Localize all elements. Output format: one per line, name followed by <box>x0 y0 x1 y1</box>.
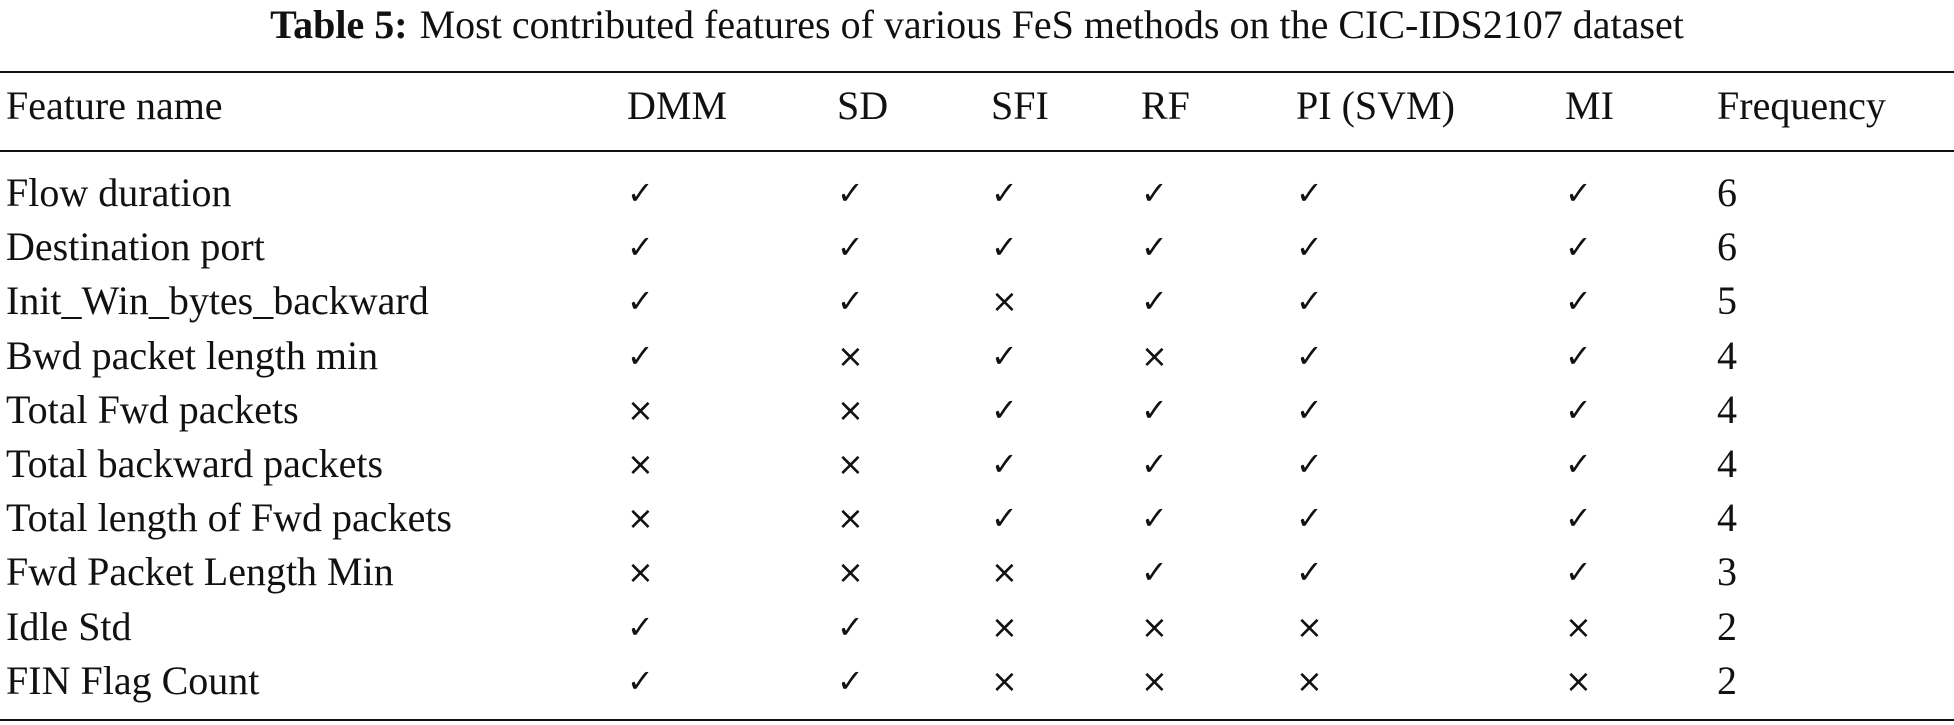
selection-mark: ✓ <box>627 661 654 700</box>
frequency: 5 <box>1717 278 1737 324</box>
caption-label: Table 5: <box>270 2 408 47</box>
selection-mark: × <box>627 445 654 483</box>
selection-mark: ✓ <box>1565 390 1592 429</box>
selection-mark: ✓ <box>837 228 864 267</box>
feature-name: Total backward packets <box>6 441 384 486</box>
header-cell: Frequency <box>1717 83 1886 128</box>
selection-mark: ✓ <box>1141 228 1168 267</box>
selection-mark: ✓ <box>1141 553 1168 592</box>
selection-mark: ✓ <box>837 661 864 700</box>
frequency: 6 <box>1717 224 1737 270</box>
selection-mark: ✓ <box>1565 174 1592 212</box>
selection-mark: ✓ <box>1296 445 1323 483</box>
selection-mark: ✓ <box>1565 228 1592 267</box>
selection-mark: ✓ <box>627 228 654 267</box>
frequency: 4 <box>1717 495 1737 541</box>
selection-mark: ✓ <box>1565 445 1592 483</box>
selection-mark: ✓ <box>1296 336 1323 375</box>
selection-mark: ✓ <box>1565 499 1592 538</box>
selection-mark: ✓ <box>1296 499 1323 538</box>
selection-mark: × <box>837 445 864 483</box>
frequency: 2 <box>1717 657 1737 703</box>
feature-name: Total Fwd packets <box>6 386 299 432</box>
selection-mark: × <box>627 553 654 592</box>
selection-mark: ✓ <box>991 445 1018 483</box>
selection-mark: ✓ <box>991 499 1018 538</box>
selection-mark: ✓ <box>837 282 864 321</box>
frequency: 4 <box>1717 441 1737 486</box>
selection-mark: ✓ <box>837 607 864 646</box>
selection-mark: ✓ <box>627 174 654 212</box>
selection-mark: × <box>1296 607 1323 646</box>
selection-mark: × <box>1141 336 1168 375</box>
selection-mark: ✓ <box>627 336 654 375</box>
selection-mark: × <box>837 499 864 538</box>
feature-name: FIN Flag Count <box>6 657 260 703</box>
header-cell: SFI <box>991 83 1049 128</box>
feature-name: Fwd Packet Length Min <box>6 549 394 595</box>
selection-mark: × <box>1141 607 1168 646</box>
selection-mark: × <box>837 336 864 375</box>
selection-mark: × <box>1141 661 1168 700</box>
frequency: 4 <box>1717 386 1737 432</box>
selection-mark: ✓ <box>991 336 1018 375</box>
selection-mark: ✓ <box>837 174 864 212</box>
header-cell: DMM <box>627 83 728 128</box>
caption-text: Most contributed features of various FeS… <box>419 2 1684 47</box>
feature-name: Init_Win_bytes_backward <box>6 278 429 324</box>
selection-mark: ✓ <box>1141 390 1168 429</box>
frequency: 4 <box>1717 332 1737 378</box>
selection-mark: ✓ <box>1565 336 1592 375</box>
selection-mark: ✓ <box>1141 282 1168 321</box>
selection-mark: ✓ <box>627 607 654 646</box>
header-rule <box>0 150 1954 152</box>
header-cell: Feature name <box>6 83 223 128</box>
selection-mark: × <box>627 390 654 429</box>
feature-name: Idle Std <box>6 603 132 649</box>
header-cell: PI (SVM) <box>1296 83 1455 128</box>
header-cell: RF <box>1141 83 1190 128</box>
selection-mark: × <box>1565 661 1592 700</box>
selection-mark: × <box>1565 607 1592 646</box>
bottom-rule <box>0 719 1954 721</box>
frequency: 3 <box>1717 549 1737 595</box>
frequency: 2 <box>1717 603 1737 649</box>
feature-name: Bwd packet length min <box>6 332 379 378</box>
selection-mark: ✓ <box>991 390 1018 429</box>
selection-mark: ✓ <box>1565 553 1592 592</box>
selection-mark: × <box>837 390 864 429</box>
top-rule <box>0 71 1954 73</box>
selection-mark: × <box>1296 661 1323 700</box>
selection-mark: ✓ <box>991 228 1018 267</box>
selection-mark: ✓ <box>1296 174 1323 212</box>
selection-mark: × <box>991 607 1018 646</box>
selection-mark: ✓ <box>1296 282 1323 321</box>
feature-name: Destination port <box>6 224 265 270</box>
selection-mark: ✓ <box>991 174 1018 212</box>
selection-mark: ✓ <box>627 282 654 321</box>
selection-mark: × <box>991 661 1018 700</box>
selection-mark: × <box>627 499 654 538</box>
selection-mark: × <box>991 282 1018 321</box>
frequency: 6 <box>1717 170 1737 215</box>
feature-name: Total length of Fwd packets <box>6 495 452 541</box>
selection-mark: × <box>837 553 864 592</box>
table-caption: Table 5: Most contributed features of var… <box>0 2 1954 48</box>
selection-mark: ✓ <box>1141 445 1168 483</box>
selection-mark: ✓ <box>1296 553 1323 592</box>
feature-name: Flow duration <box>6 170 232 215</box>
selection-mark: ✓ <box>1141 499 1168 538</box>
selection-mark: ✓ <box>1565 282 1592 321</box>
selection-mark: ✓ <box>1296 390 1323 429</box>
selection-mark: ✓ <box>1141 174 1168 212</box>
header-cell: MI <box>1565 83 1614 128</box>
selection-mark: × <box>991 553 1018 592</box>
header-cell: SD <box>837 83 889 128</box>
selection-mark: ✓ <box>1296 228 1323 267</box>
